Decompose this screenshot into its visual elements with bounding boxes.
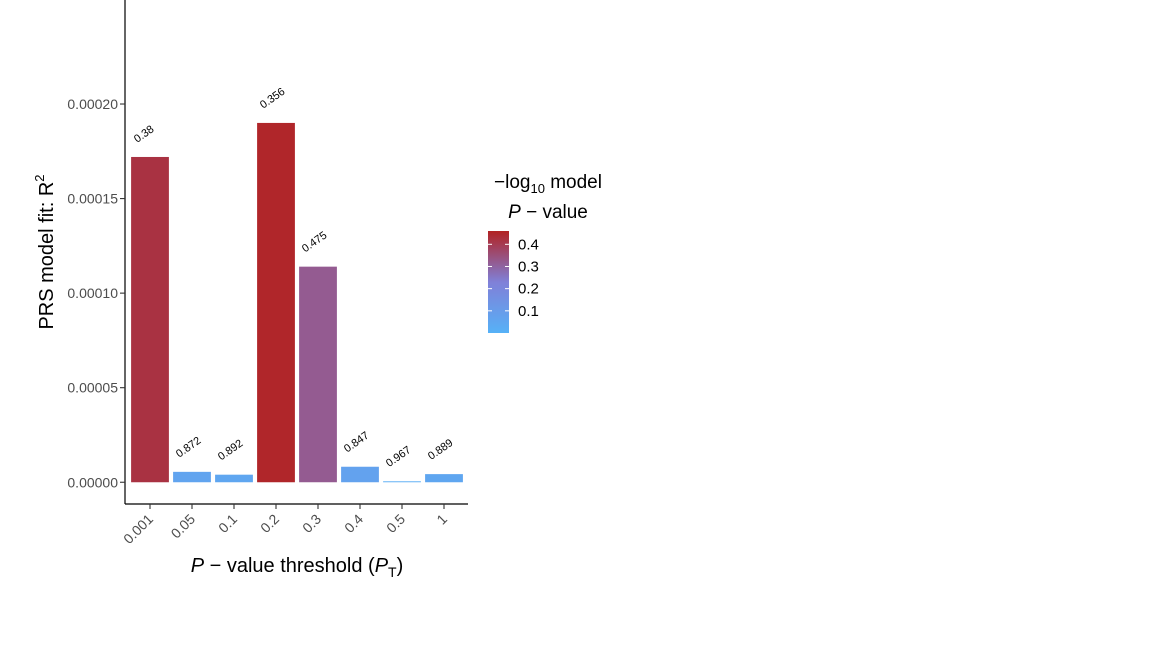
bar-value-label: 0.38 (132, 123, 156, 145)
y-axis-title-sup: 2 (32, 174, 47, 181)
legend-tick-label: 0.4 (518, 236, 539, 253)
bar-value-label: 0.356 (258, 86, 287, 112)
x-axis-title: P − value threshold (PT) (191, 555, 404, 580)
bar-value-label: 0.847 (342, 430, 371, 456)
bar-value-label: 0.967 (384, 444, 413, 470)
legend-title-line2: P − value (508, 202, 588, 223)
y-axis-ticks: 0.00000 0.00005 0.00010 0.00015 0.00020 (67, 96, 125, 490)
y-tick-label: 0.00020 (67, 96, 118, 112)
bar-0.4 (341, 466, 379, 483)
legend-title-sub: 10 (530, 181, 544, 196)
bar-value-label: 0.475 (300, 229, 329, 255)
y-tick-label: 0.00015 (67, 191, 118, 207)
bar-0.05 (173, 471, 211, 483)
x-tick-label: 0.3 (299, 511, 324, 536)
legend-tick-label: 0.2 (518, 281, 539, 298)
legend-colorbar (488, 231, 509, 333)
bar-0.5 (383, 481, 421, 483)
bar-0.3 (299, 266, 337, 483)
y-axis-title: PRS model fit: R2 (32, 174, 58, 329)
x-tick-label: 0.5 (383, 511, 408, 536)
x-tick-label: 0.1 (215, 511, 240, 536)
x-tick-label: 0.4 (341, 511, 366, 536)
bar-value-label: 0.872 (174, 435, 203, 461)
x-axis-title-sub: T (388, 564, 397, 580)
bar-0.2 (257, 122, 295, 483)
bar-1 (425, 474, 463, 483)
bar-value-label: 0.889 (426, 437, 455, 463)
bar-0.001 (131, 156, 169, 483)
x-tick-label: 1 (433, 511, 450, 528)
legend-tick-label: 0.1 (518, 303, 539, 320)
x-tick-label: 0.2 (257, 511, 282, 536)
y-tick-label: 0.00005 (67, 380, 118, 396)
bar-value-label: 0.892 (216, 438, 245, 464)
legend-title-line1: −log10 model (494, 172, 602, 196)
legend-ticks: 0.1 0.2 0.3 0.4 (488, 236, 539, 320)
bar-0.1 (215, 474, 253, 483)
x-tick-label: 0.05 (168, 511, 199, 542)
y-tick-label: 0.00010 (67, 285, 118, 301)
y-tick-label: 0.00000 (67, 474, 118, 490)
color-legend: −log10 model P − value 0.1 0.2 0.3 0.4 (488, 172, 602, 333)
bars (131, 122, 463, 483)
x-axis-ticks: 0.001 0.05 0.1 0.2 0.3 0.4 0.5 1 (120, 504, 450, 547)
legend-tick-label: 0.3 (518, 258, 539, 275)
x-tick-label: 0.001 (120, 511, 156, 547)
